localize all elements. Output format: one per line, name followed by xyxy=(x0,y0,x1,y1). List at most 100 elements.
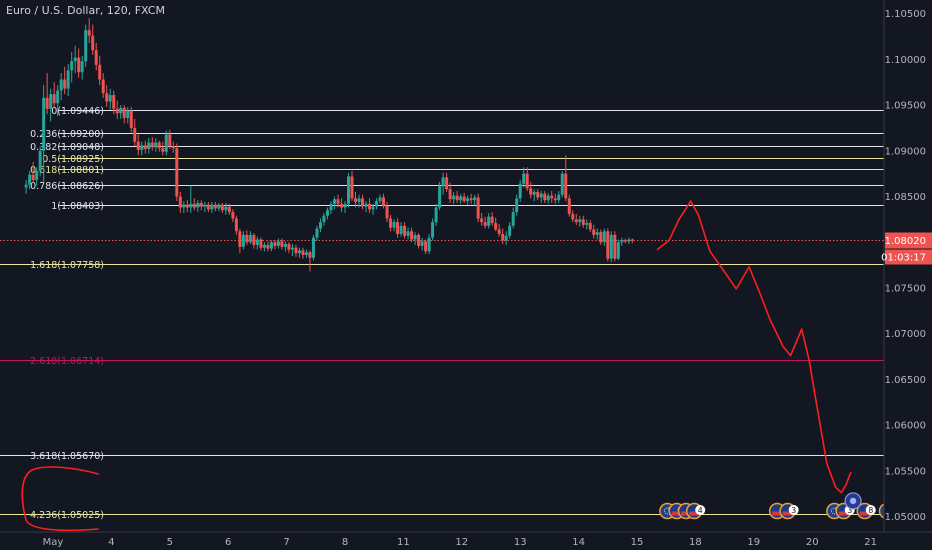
candle-body xyxy=(441,177,445,187)
plot-background xyxy=(0,0,884,532)
candle xyxy=(445,172,449,192)
candle xyxy=(178,191,182,213)
candle-body xyxy=(518,183,522,199)
candle xyxy=(280,238,284,250)
candle xyxy=(487,212,491,229)
candle xyxy=(354,191,358,208)
candle-body xyxy=(150,142,154,148)
candle-body xyxy=(620,240,624,243)
candle-body xyxy=(476,197,480,219)
candle xyxy=(119,105,123,119)
candle xyxy=(290,244,294,256)
candle-body xyxy=(224,206,228,211)
candle-body xyxy=(357,198,361,203)
candle xyxy=(343,201,347,213)
candle-body xyxy=(438,186,442,208)
event-count-label: 8 xyxy=(868,506,873,515)
candle-body xyxy=(322,215,326,223)
candle-body xyxy=(392,222,396,228)
candle-body xyxy=(290,247,294,250)
candle-body xyxy=(525,173,529,189)
candle-body xyxy=(45,97,49,109)
x-tick-label: 7 xyxy=(283,537,289,548)
candle xyxy=(52,82,56,107)
x-tick-label: 13 xyxy=(514,537,527,548)
fib-level-label: 0.618(1.08801) xyxy=(30,165,104,176)
candle-body xyxy=(350,176,354,199)
candle xyxy=(59,73,63,101)
candle xyxy=(417,233,421,249)
candle-body xyxy=(283,244,287,247)
candle-body xyxy=(262,244,266,248)
candle xyxy=(35,167,39,186)
candle xyxy=(80,55,84,80)
y-tick-label: 1.06500 xyxy=(885,375,926,386)
candle xyxy=(38,146,42,177)
candle-body xyxy=(63,79,67,89)
candle xyxy=(276,238,280,249)
candle xyxy=(294,244,298,257)
candle xyxy=(220,202,224,213)
candle-body xyxy=(420,241,424,246)
candle-body xyxy=(368,203,372,210)
candle xyxy=(564,155,568,202)
candle-body xyxy=(266,244,270,249)
candle xyxy=(234,215,238,235)
candle-body xyxy=(480,218,484,223)
candle-body xyxy=(98,64,102,80)
candle xyxy=(399,222,403,237)
event-marker: 8 xyxy=(856,502,876,520)
candle-body xyxy=(119,107,123,114)
candle-body xyxy=(532,191,536,195)
candle xyxy=(322,212,326,226)
candle xyxy=(98,55,102,86)
candle xyxy=(332,196,336,210)
candle xyxy=(627,237,631,245)
candle-body xyxy=(497,229,501,235)
event-count-label: 4 xyxy=(698,506,703,515)
candle xyxy=(574,213,578,225)
candle xyxy=(87,18,91,43)
candle-body xyxy=(182,204,186,208)
candle-body xyxy=(178,196,182,208)
candle-body xyxy=(70,61,74,71)
candle xyxy=(441,172,445,195)
candle-body xyxy=(87,30,91,36)
candle xyxy=(42,85,46,183)
candle xyxy=(567,194,571,217)
y-tick-label: 1.05500 xyxy=(885,466,926,477)
candle xyxy=(231,209,235,223)
candle-body xyxy=(49,94,53,109)
candle xyxy=(157,140,161,152)
candle-body xyxy=(406,231,410,236)
y-tick-label: 1.07000 xyxy=(885,329,926,340)
candle xyxy=(217,202,221,212)
fib-level-label: 1(1.08403) xyxy=(51,201,104,212)
candle-body xyxy=(269,242,273,249)
candle-body xyxy=(588,223,592,230)
candle-body xyxy=(473,197,477,201)
flag-stripes xyxy=(859,511,870,516)
candle-body xyxy=(59,79,63,91)
candle-body xyxy=(129,110,133,128)
candle-body xyxy=(231,212,235,219)
candle xyxy=(410,227,414,243)
candle-body xyxy=(536,191,540,198)
candle xyxy=(269,240,273,252)
candle-body xyxy=(280,241,284,247)
candle-body xyxy=(522,173,526,184)
candle xyxy=(396,218,400,238)
candle-body xyxy=(318,222,322,229)
candle xyxy=(532,189,536,202)
candle xyxy=(347,172,351,208)
candle-body xyxy=(567,198,571,214)
candle xyxy=(630,238,634,244)
candle xyxy=(49,88,53,122)
candle xyxy=(304,249,308,258)
candle xyxy=(245,230,249,245)
candle-body xyxy=(161,148,165,152)
candle-body xyxy=(609,234,613,259)
candle xyxy=(553,193,557,204)
candle-body xyxy=(94,50,98,65)
